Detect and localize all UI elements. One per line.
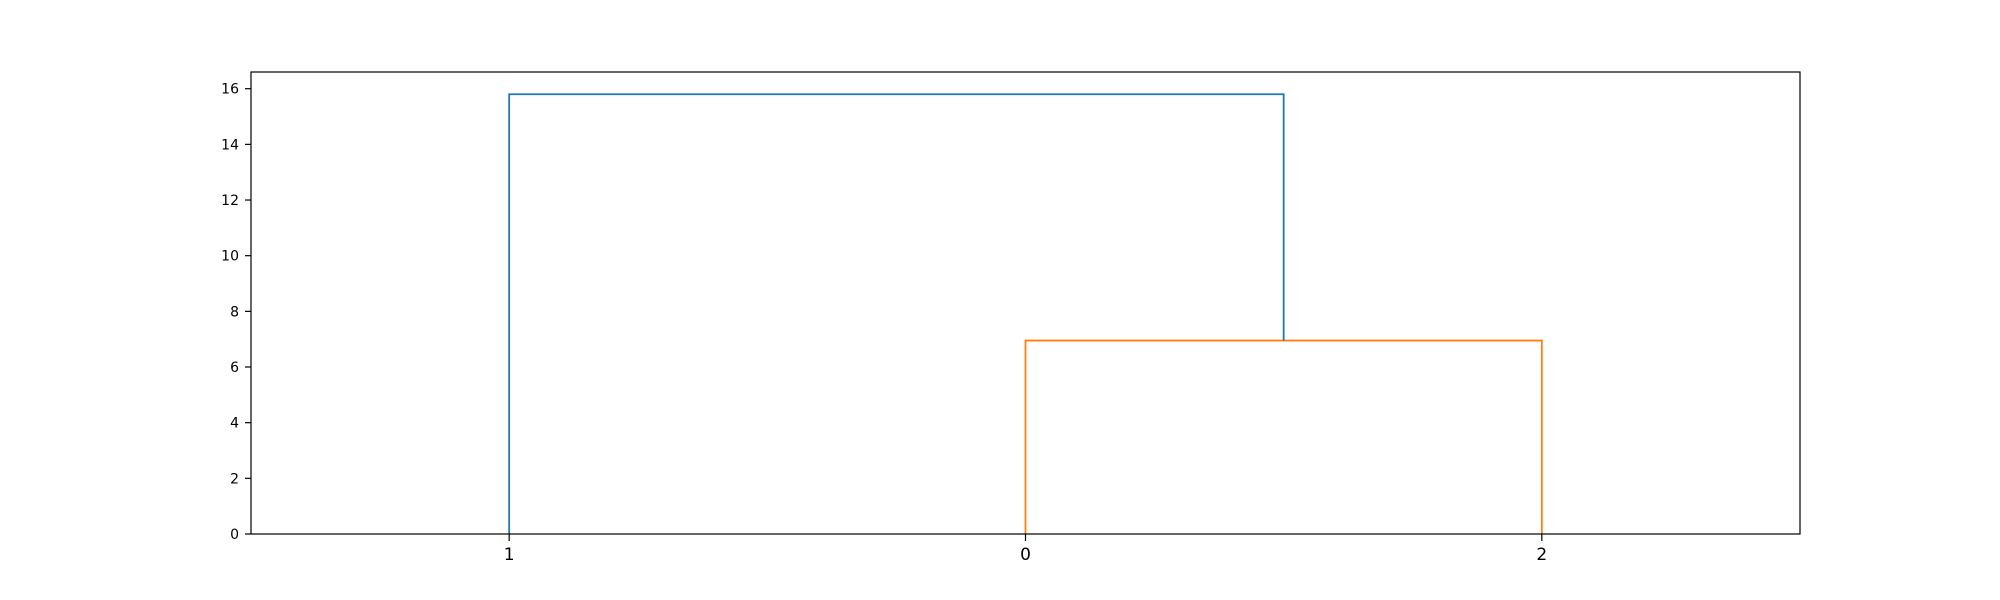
y-tick-label-2: 2	[230, 471, 239, 487]
y-tick-label-0: 0	[230, 527, 239, 543]
y-tick-label-8: 8	[230, 304, 239, 320]
leaf-label-0: 0	[1020, 545, 1031, 565]
y-axis: 0 2 4 6 8 10 12 14 16	[221, 82, 251, 543]
leaf-label-2: 2	[1536, 545, 1547, 565]
y-tick-label-14: 14	[221, 137, 239, 153]
leaf-label-1: 1	[504, 545, 515, 565]
y-tick-label-10: 10	[221, 249, 239, 265]
dendrogram-link-merge-1-02	[508, 93, 1285, 534]
links-layer	[508, 93, 1543, 534]
y-tick-label-6: 6	[230, 360, 239, 376]
y-tick-label-16: 16	[221, 82, 239, 98]
y-tick-label-12: 12	[221, 193, 239, 209]
y-tick-label-4: 4	[230, 416, 239, 432]
dendrogram-link-merge-0-2	[1024, 339, 1543, 534]
x-axis: 1 0 2	[504, 534, 1547, 565]
